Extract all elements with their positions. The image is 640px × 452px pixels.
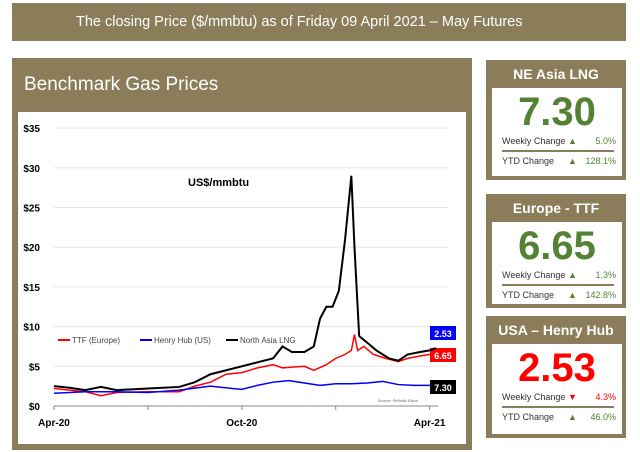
y-tick-label: $15 [23, 283, 40, 294]
price-value: 6.65 [518, 224, 596, 268]
end-value-label: 7.30 [434, 383, 452, 393]
end-value-badge [430, 380, 456, 394]
ytd-change-row: YTD Change ▲ 128.1% [502, 154, 616, 169]
unit-annotation: US$/mmbtu [188, 177, 249, 189]
ytd-change-label: YTD Change [502, 156, 555, 166]
y-tick-label: $25 [23, 204, 40, 215]
chart-panel: Benchmark Gas Prices $0 $5 $10 $15 $20 $25 $30… [12, 58, 472, 450]
card-usa-henry-hub: USA – Henry Hub 2.53 Weekly Change ▼ 4.3% Y… [486, 316, 626, 438]
card-title: NE Asia LNG [513, 66, 599, 82]
price-value: 2.53 [518, 346, 596, 390]
end-value-label: 6.65 [434, 351, 452, 361]
weekly-arrow-icon: ▲ [568, 136, 577, 146]
weekly-change-label: Weekly Change [502, 392, 566, 402]
ytd-change-label: YTD Change [502, 290, 555, 300]
ytd-change-value: 142.8% [585, 290, 616, 300]
ytd-arrow-icon: ▲ [568, 156, 577, 166]
ytd-change-row: YTD Change ▲ 46.0% [502, 410, 616, 425]
y-tick-label: $20 [23, 243, 40, 254]
legend-label: TTF (Europe) [72, 336, 120, 345]
card-title: USA – Henry Hub [498, 322, 614, 338]
price-value: 7.30 [518, 90, 596, 134]
weekly-change-label: Weekly Change [502, 136, 566, 146]
source-note: Source: Refinitiv Eikon [378, 398, 418, 403]
chart-area: $0 $5 $10 $15 $20 $25 $30 $35 Apr-20 Oct-20 Apr-21… [18, 112, 466, 444]
divider [502, 150, 614, 152]
card-title: Europe - TTF [512, 200, 600, 216]
ytd-change-row: YTD Change ▲ 142.8% [502, 288, 616, 303]
y-tick-label: $30 [23, 164, 40, 175]
card-ne-asia-lng: NE Asia LNG 7.30 Weekly Change ▲ 5.0% YTD C… [486, 60, 626, 180]
y-tick-label: $5 [29, 362, 41, 373]
end-value-badge [430, 326, 456, 340]
divider [502, 406, 614, 408]
weekly-arrow-icon: ▼ [568, 392, 577, 402]
weekly-change-row: Weekly Change ▲ 5.0% [502, 134, 616, 149]
x-tick-label: Oct-20 [226, 418, 258, 429]
y-tick-label: $35 [23, 124, 40, 135]
series-line-2 [53, 175, 437, 392]
ytd-change-value: 128.1% [585, 156, 616, 166]
weekly-change-row: Weekly Change ▼ 4.3% [502, 390, 616, 405]
ytd-change-value: 46.0% [590, 412, 616, 422]
y-tick-label: $10 [23, 323, 40, 334]
legend-label: Henry Hub (US) [154, 336, 211, 345]
weekly-change-label: Weekly Change [502, 270, 566, 280]
chart-title: Benchmark Gas Prices [24, 74, 219, 95]
weekly-arrow-icon: ▲ [568, 270, 577, 280]
y-tick-label: $0 [29, 402, 41, 413]
legend-label: North Asia LNG [240, 336, 296, 345]
ytd-arrow-icon: ▲ [568, 290, 577, 300]
weekly-change-value: 5.0% [595, 136, 616, 146]
end-value-label: 2.53 [434, 329, 452, 339]
end-value-badge [430, 348, 456, 362]
divider [502, 284, 614, 286]
weekly-change-value: 1.3% [595, 270, 616, 280]
price-chart: $0 $5 $10 $15 $20 $25 $30 $35 Apr-20 Oct-20 Apr-21… [23, 124, 456, 429]
weekly-change-value: 4.3% [595, 392, 616, 402]
ytd-arrow-icon: ▲ [568, 412, 577, 422]
ytd-change-label: YTD Change [502, 412, 555, 422]
x-tick-label: Apr-20 [38, 418, 70, 429]
card-europe-ttf: Europe - TTF 6.65 Weekly Change ▲ 1.3% YTD … [486, 194, 626, 308]
weekly-change-row: Weekly Change ▲ 1.3% [502, 268, 616, 283]
header-banner: The closing Price ($/mmbtu) as of Friday… [12, 3, 626, 41]
series-line-1 [53, 379, 436, 395]
x-tick-label: Apr-21 [414, 418, 446, 429]
